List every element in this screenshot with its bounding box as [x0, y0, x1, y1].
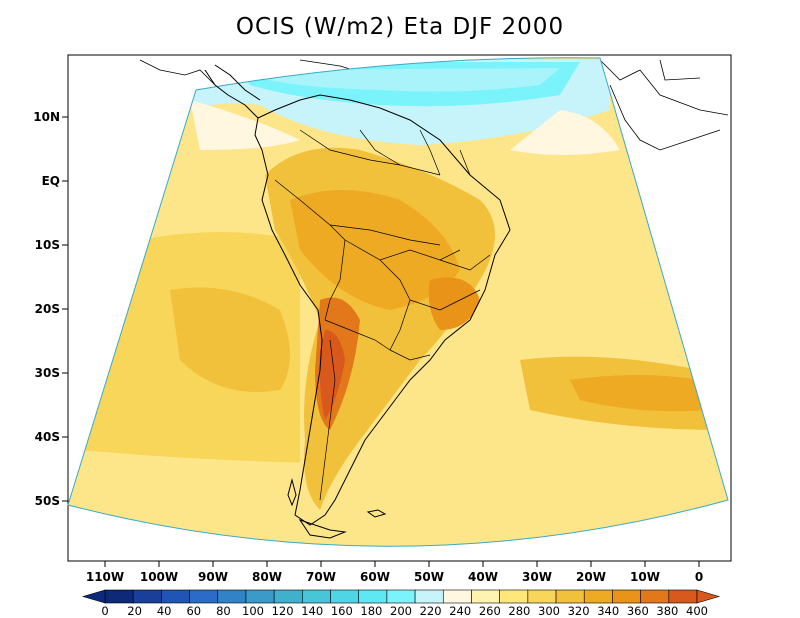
colorbar-high-arrow [696, 589, 721, 604]
y-label-40s: 40S [34, 430, 60, 444]
x-label-100w: 100W [139, 570, 179, 584]
colorbar-label: 60 [186, 604, 202, 618]
colorbar-label: 0 [101, 604, 109, 618]
colorbar-swatch [640, 589, 670, 604]
y-label-eq: EQ [41, 174, 60, 188]
y-label-30s: 30S [34, 366, 60, 380]
colorbar-label: 220 [419, 604, 442, 618]
x-label-90w: 90W [198, 570, 228, 584]
y-label-10n: 10N [33, 110, 60, 124]
colorbar-swatch [302, 589, 331, 604]
colorbar-swatch [386, 589, 416, 604]
colorbar-swatch [471, 589, 500, 604]
colorbar-swatch [132, 589, 162, 604]
colorbar-swatch [612, 589, 641, 604]
colorbar-label: 400 [686, 604, 708, 618]
colorbar-label: 240 [449, 604, 472, 618]
x-label-50w: 50W [414, 570, 444, 584]
domain-outline [67, 57, 729, 547]
colorbar-label: 180 [360, 604, 383, 618]
x-label-10w: 10W [630, 570, 660, 584]
x-label-80w: 80W [252, 570, 282, 584]
colorbar-label: 140 [301, 604, 324, 618]
south-america-coastline [204, 64, 511, 539]
colorbar-label: 20 [127, 604, 142, 618]
colorbar-swatch [527, 589, 557, 604]
colorbar-label: 40 [156, 604, 172, 618]
y-label-10s: 10S [34, 238, 60, 252]
x-label-60w: 60W [360, 570, 390, 584]
colorbar-swatch [217, 589, 247, 604]
colorbar-label: 200 [390, 604, 412, 618]
colorbar-swatch [189, 589, 219, 604]
colorbar-swatch [668, 589, 698, 604]
x-label-70w: 70W [306, 570, 336, 584]
colorbar-label: 80 [216, 604, 231, 618]
colorbar-label: 160 [330, 604, 353, 618]
x-label-30w: 30W [522, 570, 552, 584]
colorbar-label: 260 [478, 604, 501, 618]
colorbar-swatch [555, 589, 585, 604]
x-label-20w: 20W [576, 570, 606, 584]
x-label-110w: 110W [85, 570, 125, 584]
country-borders [274, 129, 491, 501]
y-label-20s: 20S [34, 302, 60, 316]
colorbar-swatch [330, 589, 360, 604]
colorbar-swatch [245, 589, 275, 604]
colorbar-swatch [104, 589, 134, 604]
x-label-0: 0 [694, 570, 704, 584]
colorbar-swatch [414, 589, 444, 604]
colorbar-swatch [583, 589, 613, 604]
x-label-40w: 40W [468, 570, 498, 584]
colorbar-low-arrow [81, 589, 106, 604]
colorbar-label: 300 [538, 604, 560, 618]
colorbar-label: 320 [567, 604, 590, 618]
colorbar-label: 340 [597, 604, 620, 618]
colorbar-swatch [161, 589, 190, 604]
colorbar-label: 100 [242, 604, 264, 618]
colorbar-label: 120 [271, 604, 294, 618]
colorbar-label: 380 [656, 604, 679, 618]
colorbar-label: 360 [626, 604, 649, 618]
colorbar-swatch [273, 589, 303, 604]
colorbar-swatch [358, 589, 388, 604]
colorbar-label: 280 [508, 604, 531, 618]
colorbar-swatch [442, 589, 472, 604]
map-title: OCIS (W/m2) Eta DJF 2000 [235, 14, 565, 40]
colorbar-swatch [499, 589, 529, 604]
y-label-50s: 50S [34, 494, 60, 508]
